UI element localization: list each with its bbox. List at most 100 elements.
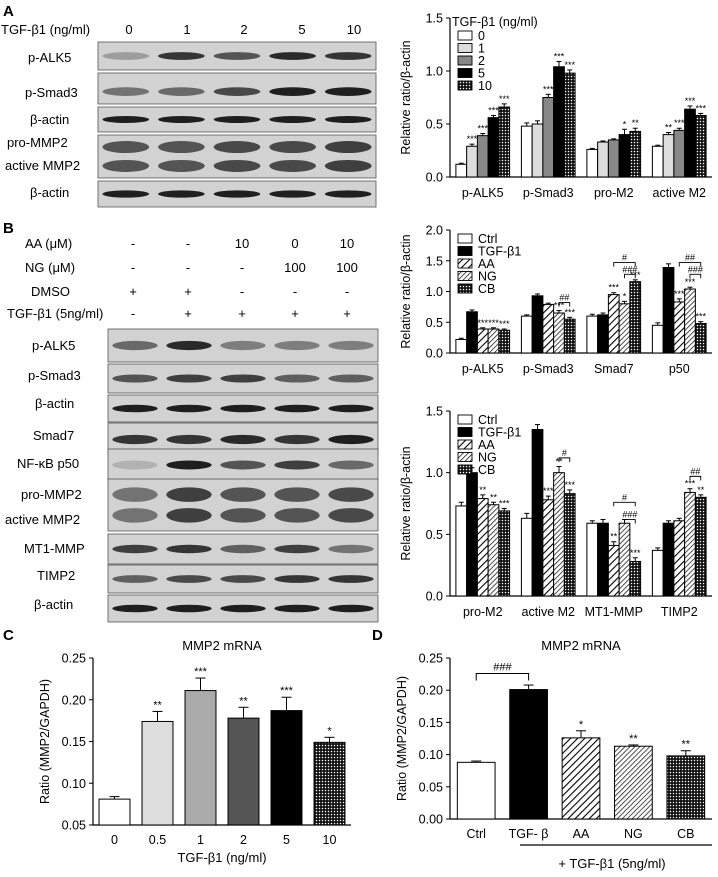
blot-label: p-Smad3 [28,368,81,383]
category-label: pro-M2 [594,186,634,200]
significance-label: ** [490,492,498,502]
condition-value: - [131,260,135,275]
comparison-bracket [678,262,702,267]
comparison-label: # [622,253,627,263]
blot-band [213,190,261,198]
bar [542,303,555,354]
category-label: TIMP2 [661,605,698,619]
blot-band [328,487,374,502]
y-axis-label: Relative ratio/β-actin [399,40,413,154]
significance-label: *** [564,60,575,70]
bar [694,322,707,354]
blot-band [274,340,320,351]
significance-label: *** [630,548,641,558]
blot-label: p-ALK5 [32,338,75,353]
significance-label: *** [543,84,554,94]
blot-band [213,52,261,60]
significance-label: *** [488,318,499,328]
bar [270,710,303,826]
condition-value: - [240,260,244,275]
blot-band [213,87,261,96]
blot-band [102,116,150,123]
blot-band [213,141,261,154]
comparison-bracket [624,519,636,524]
blot-band [328,604,374,613]
y-tick-label: 1.0 [426,466,443,480]
bar [520,315,533,354]
significance-label: * [327,725,332,737]
bar [520,517,533,597]
condition-value: 100 [336,260,358,275]
blot-band [328,434,374,445]
blot-band [274,508,320,523]
comparison-label: ## [685,253,695,263]
legend-label: 10 [478,79,492,93]
legend-swatch [457,30,473,41]
legend-swatch [457,246,473,256]
blot-strips-a [97,41,377,208]
blot-label: active MMP2 [5,158,80,173]
blot-band [220,487,266,502]
blot-band [112,604,158,613]
category-label: 0.5 [149,833,166,847]
blot-band [166,340,212,351]
category-label: active M2 [522,605,576,619]
y-tick-label: 1.5 [426,12,443,26]
y-tick-label: 1.0 [426,285,443,299]
blot-band [112,460,158,470]
condition-value: - [131,236,135,251]
significance-label: *** [467,134,478,144]
bar [466,472,478,597]
y-tick-label: 0.5 [426,528,443,542]
condition-label: AA (μM) [25,236,72,251]
significance-label: ** [479,485,487,495]
bar [487,328,500,354]
y-tick-label: 0.15 [419,716,443,730]
significance-label: *** [499,498,510,508]
panel-a-header-value: 10 [347,22,361,37]
y-tick-label: 2.0 [426,224,443,238]
bar [651,324,664,354]
bar [542,499,555,597]
category-label: 0 [111,833,118,847]
blot-band [112,374,158,383]
category-label: p-Smad3 [523,186,574,200]
bar [313,741,346,826]
legend-label: Ctrl [478,232,497,246]
panel-b-blots: B AA (μM) NG (μM) DMSO TGF-β1 (5ng/ml) -… [3,220,379,623]
condition-label: TGF-β1 (5ng/ml) [7,306,103,321]
condition-value: + [291,306,299,321]
blot-label: MT1-MMP [24,541,85,556]
bar [662,267,675,354]
blot-band [324,141,372,154]
category-label: active M2 [653,186,707,200]
y-tick-label: 0.5 [426,118,443,132]
condition-label: DMSO [31,284,70,299]
blot-band [220,340,266,351]
comparison-label: ### [622,264,637,274]
comparison-label: ## [690,466,700,476]
blot-label: β-actin [30,185,69,200]
category-label: NG [624,827,643,841]
condition-value: 10 [340,236,354,251]
blot-band [220,575,266,583]
category-label: Ctrl [466,827,485,841]
bar [651,145,664,178]
blot-label: pro-MMP2 [7,135,68,150]
blot-band [112,544,158,554]
significance-label: *** [499,94,510,104]
significance-label: *** [695,103,706,113]
significance-label: ** [239,695,248,707]
significance-label: *** [685,479,696,489]
significance-label: ** [697,485,705,495]
legend-label: AA [478,438,495,452]
blot-band [112,508,158,523]
blot-band [213,159,261,172]
y-axis-label: Relative ratio/β-actin [399,234,413,348]
bar [542,97,555,178]
blot-band [158,159,205,172]
bar [673,129,686,178]
blot-band [102,159,150,172]
bar [673,520,686,597]
